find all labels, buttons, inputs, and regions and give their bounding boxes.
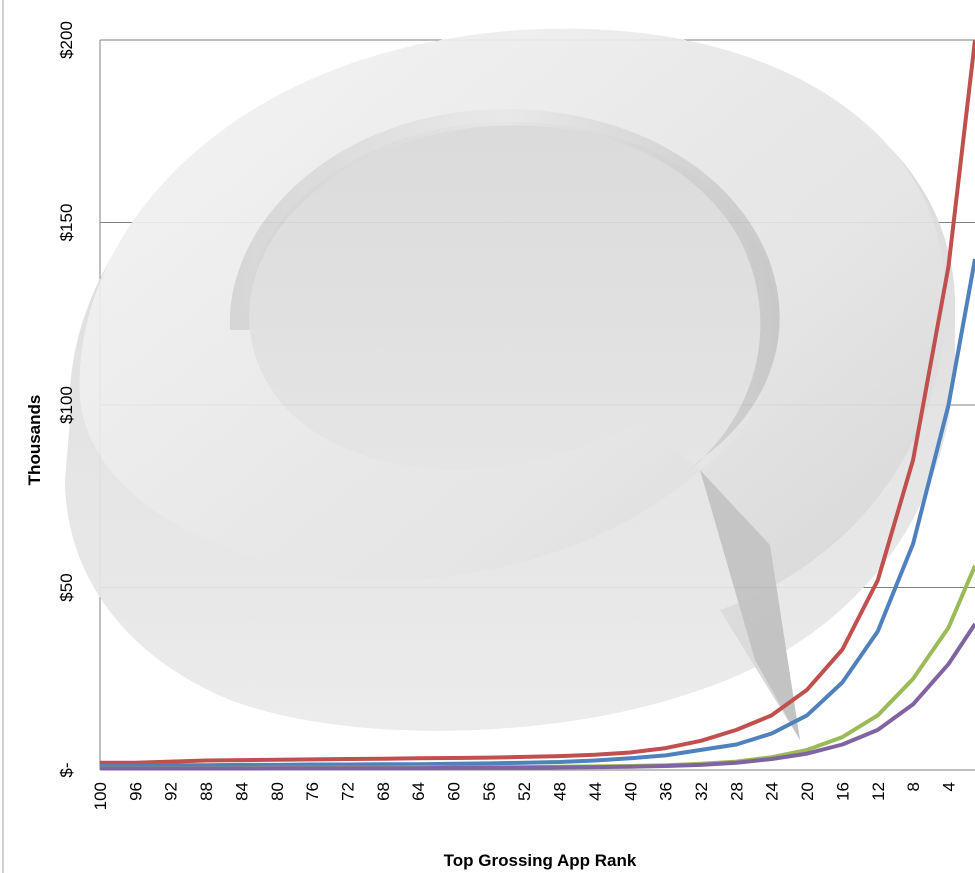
x-tick-label-5: 80 (268, 782, 287, 801)
x-tick-label-9: 64 (409, 782, 428, 801)
y-tick-label-0: $- (57, 762, 76, 777)
x-tick-label-17: 32 (692, 782, 711, 801)
y-tick-label-3: $150 (57, 204, 76, 242)
series-line-3 (100, 622, 975, 771)
x-tick-label-12: 52 (515, 782, 534, 801)
y-tick-label-4: $200 (57, 21, 76, 59)
circular-arrow-watermark-icon (65, 28, 955, 741)
x-tick-label-18: 28 (727, 782, 746, 801)
x-tick-label-0: 100 (91, 782, 110, 810)
y-tick-label-2: $100 (57, 386, 76, 424)
x-axis-title: Top Grossing App Rank (444, 851, 637, 870)
x-tick-label-16: 36 (657, 782, 676, 801)
x-tick-label-21: 16 (833, 782, 852, 801)
x-tick-label-24: 4 (939, 782, 958, 791)
x-tick-label-10: 60 (445, 782, 464, 801)
x-tick-label-1: 96 (126, 782, 145, 801)
x-tick-label-11: 56 (480, 782, 499, 801)
y-tick-label-1: $50 (57, 573, 76, 601)
series-line-1 (100, 258, 975, 768)
x-tick-label-4: 84 (232, 782, 251, 801)
series-lines (100, 39, 975, 771)
x-tick-label-6: 76 (303, 782, 322, 801)
x-tick-label-19: 24 (763, 782, 782, 801)
x-axis-ticks: 100 96 92 88 84 80 76 72 68 64 60 56 52 48 44 40 36 32 28 2… (91, 782, 958, 810)
x-tick-label-23: 8 (904, 782, 923, 791)
series-line-0 (100, 39, 975, 765)
x-tick-label-7: 72 (338, 782, 357, 801)
x-tick-label-22: 12 (869, 782, 888, 801)
x-tick-label-13: 48 (551, 782, 570, 801)
y-axis-title: Thousands (25, 395, 44, 486)
y-axis-ticks: $- $50 $100 $150 $200 (57, 21, 76, 777)
x-tick-label-15: 40 (621, 782, 640, 801)
x-tick-label-14: 44 (586, 782, 605, 801)
x-tick-label-8: 68 (374, 782, 393, 801)
x-tick-label-20: 20 (798, 782, 817, 801)
x-tick-label-2: 92 (162, 782, 181, 801)
x-tick-label-3: 88 (197, 782, 216, 801)
